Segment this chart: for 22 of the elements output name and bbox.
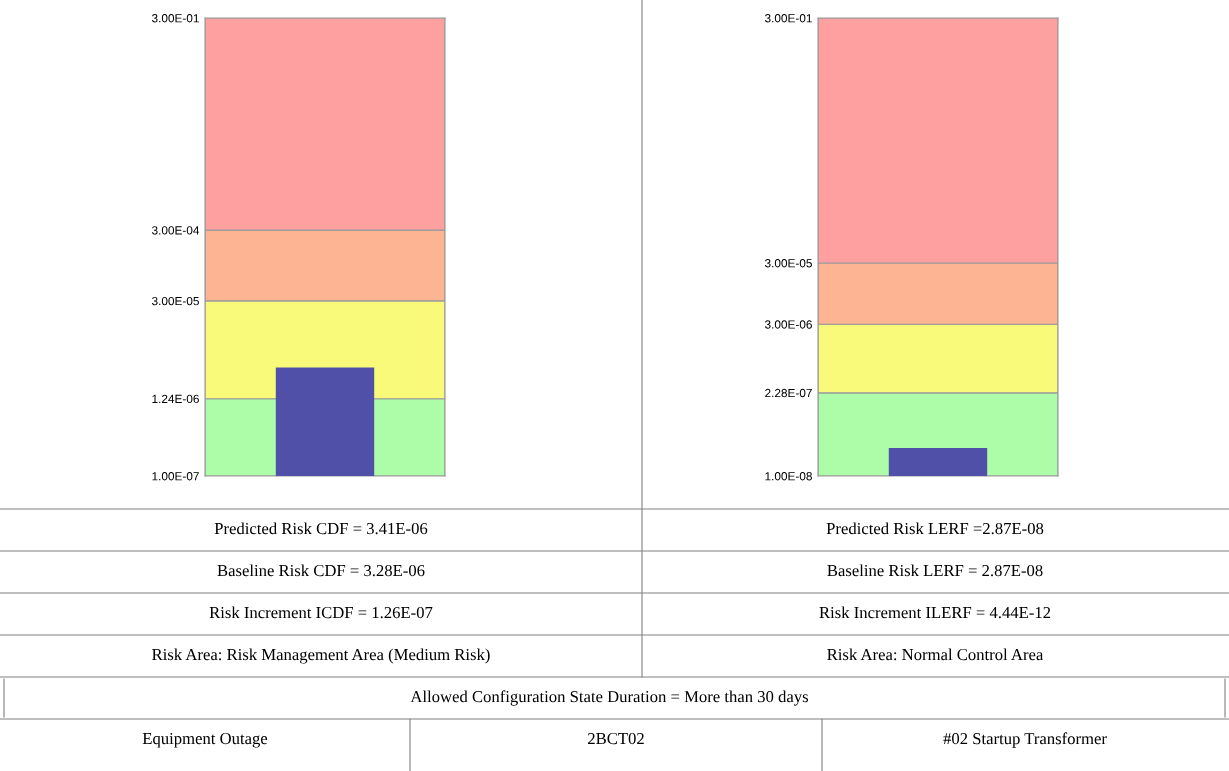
text: Predicted Risk CDF = 3.41E-06 bbox=[214, 522, 428, 535]
text: Risk Increment ILERF = 4.44E-12 bbox=[819, 606, 1051, 619]
text: Predicted Risk LERF =2.87E-08 bbox=[826, 522, 1044, 535]
text: Baseline Risk LERF = 2.87E-08 bbox=[827, 564, 1043, 577]
y-tick-label: 3.00E-06 bbox=[764, 320, 812, 329]
y-tick-label: 1.00E-08 bbox=[765, 472, 812, 481]
y-tick-label: 3.00E-04 bbox=[151, 226, 200, 235]
text: 2BCT02 bbox=[588, 732, 644, 745]
y-tick-label: 1.24E-06 bbox=[152, 394, 199, 404]
y-tick-label: 1.00E-07 bbox=[152, 472, 199, 481]
y-tick-label: 3.00E-01 bbox=[151, 14, 199, 23]
y-tick-label: 3.00E-05 bbox=[151, 296, 199, 306]
y-tick-label: 3.00E-05 bbox=[764, 259, 812, 268]
text: Allowed Configuration State Duration = More than 30 days bbox=[410, 690, 808, 706]
text: Risk Area: Risk Management Area (Medium Risk) bbox=[152, 648, 490, 664]
text: Baseline Risk CDF = 3.28E-06 bbox=[217, 564, 425, 577]
y-tick-label: 3.00E-01 bbox=[764, 14, 812, 23]
text: Risk Area: Normal Control Area bbox=[827, 648, 1044, 661]
text: Equipment Outage bbox=[142, 732, 268, 748]
text: Risk Increment ICDF = 1.26E-07 bbox=[209, 606, 433, 619]
text: #02 Startup Transformer bbox=[943, 732, 1107, 748]
y-tick-label: 2.28E-07 bbox=[765, 388, 812, 398]
